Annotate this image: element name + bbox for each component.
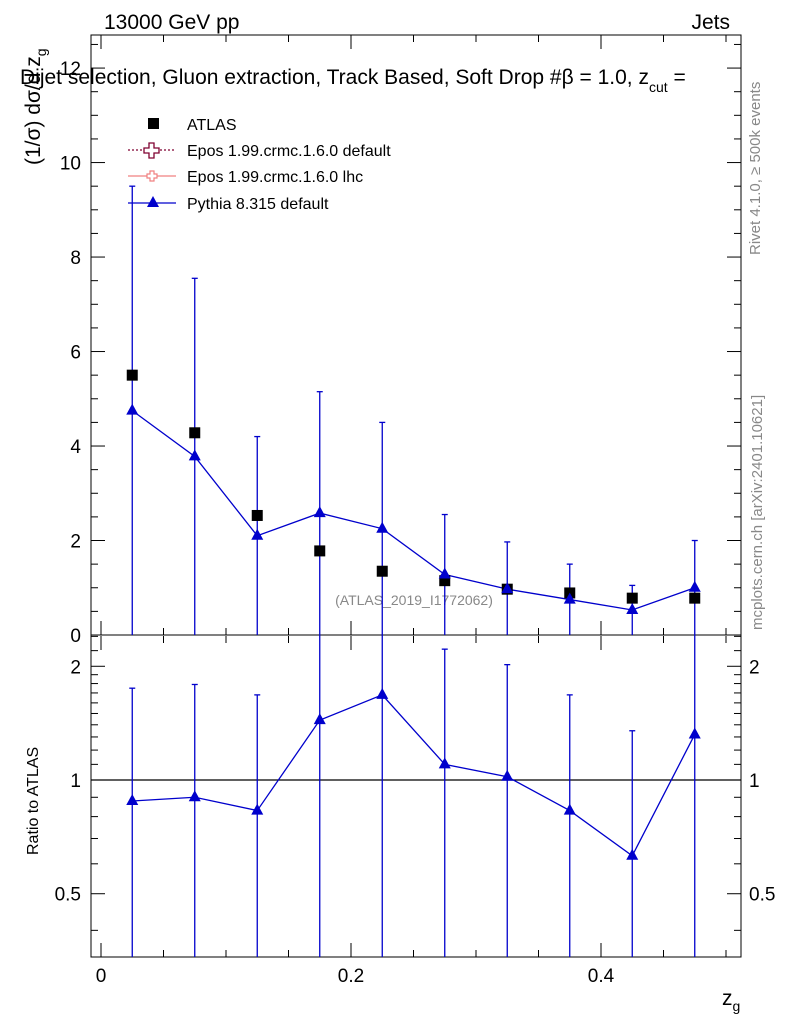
main-ylabel-text: (1/σ) dσ/d z	[22, 56, 45, 165]
ratio-ytick-label: 2	[70, 657, 81, 678]
ratio-pythia-point	[438, 757, 451, 769]
main-markers	[126, 369, 701, 614]
pythia-point	[251, 528, 264, 540]
pythia-point	[626, 602, 639, 614]
legend-pythia-marker	[147, 196, 159, 207]
legend-epos-default-label: Epos 1.99.crmc.1.6.0 default	[187, 143, 391, 160]
legend-epos-lhc-marker	[146, 170, 158, 182]
plot-title-sub: cut	[649, 79, 668, 95]
main-error-bars	[129, 185, 698, 635]
ratio-ytick-label-right: 1	[749, 771, 760, 792]
legend-epos-lhc: Epos 1.99.crmc.1.6.0 lhc	[128, 169, 363, 186]
pythia-point	[313, 506, 326, 518]
legend-epos-lhc-label: Epos 1.99.crmc.1.6.0 lhc	[187, 169, 363, 186]
ratio-pythia-line	[132, 694, 696, 857]
mcplots-label: mcplots.cern.ch [arXiv:2401.10621]	[749, 395, 766, 630]
xlabel: zg	[722, 987, 740, 1014]
xtick-label: 0.2	[338, 966, 364, 987]
ratio-frame	[90, 634, 742, 958]
header-jets: Jets	[691, 11, 730, 34]
legend-pythia-label: Pythia 8.315 default	[187, 196, 329, 213]
pythia-point	[126, 403, 139, 415]
plot-title-main: Dijet selection, Gluon extraction, Track…	[20, 66, 649, 89]
ratio-pythia-point	[563, 803, 576, 815]
pythia-point	[563, 592, 576, 604]
main-ytick-label: 10	[60, 154, 81, 175]
legend-atlas-marker	[148, 118, 159, 129]
ratio-ytick-label-right: 0.5	[749, 885, 775, 906]
ratio-error-bars	[129, 635, 696, 957]
pythia-point	[188, 449, 201, 461]
ratio-ytick-label-right: 2	[749, 657, 760, 678]
legend: ATLAS Epos 1.99.crmc.1.6.0 default Epos …	[128, 117, 391, 213]
xlabel-text: z	[722, 987, 733, 1010]
main-ylabel-sub: g	[33, 48, 49, 56]
legend-epos-default: Epos 1.99.crmc.1.6.0 default	[128, 142, 391, 160]
ratio-pythia-point	[313, 713, 326, 725]
ratio-markers	[126, 687, 701, 860]
xtick-label: 0	[96, 966, 107, 987]
main-ytick-label: 4	[70, 437, 81, 458]
xlabel-sub: g	[733, 998, 741, 1014]
ratio-pythia-point	[251, 803, 264, 815]
main-pythia-line	[131, 410, 695, 611]
ratio-pythia-point	[688, 727, 701, 739]
ratio-pythia-point	[376, 687, 389, 699]
pythia-point	[376, 521, 389, 533]
pythia-point	[501, 582, 514, 594]
xtick-label: 0.4	[588, 966, 615, 987]
atlas-point	[251, 509, 263, 521]
atlas-point	[626, 592, 638, 604]
pythia-point	[688, 580, 701, 592]
main-pythia-polyline	[131, 410, 695, 611]
ratio-ytick-label: 0.5	[55, 885, 81, 906]
rivet-label: Rivet 4.1.0, ≥ 500k events	[747, 82, 764, 255]
ratio-ylabel: Ratio to ATLAS	[25, 747, 42, 855]
atlas-point	[189, 427, 201, 439]
legend-atlas: ATLAS	[148, 117, 237, 134]
analysis-watermark: (ATLAS_2019_I1772062)	[335, 592, 493, 608]
atlas-point	[439, 575, 451, 587]
plot-title: Dijet selection, Gluon extraction, Track…	[20, 66, 686, 95]
header-energy: 13000 GeV pp	[104, 11, 239, 34]
main-ytick-label: 0	[70, 626, 81, 647]
pythia-point	[438, 567, 451, 579]
legend-pythia: Pythia 8.315 default	[128, 196, 329, 213]
plot-title-tail: =	[668, 66, 686, 89]
ratio-ytick-label: 1	[70, 771, 81, 792]
main-ytick-label: 6	[70, 343, 81, 364]
legend-atlas-label: ATLAS	[187, 117, 237, 134]
ratio-pythia-polyline	[132, 694, 696, 857]
atlas-point	[689, 592, 701, 604]
atlas-point	[314, 545, 326, 557]
ratio-pythia-point	[626, 848, 639, 860]
ratio-pythia-point	[501, 769, 514, 781]
main-ytick-label: 2	[70, 532, 81, 553]
ratio-pythia-point	[188, 790, 201, 802]
legend-epos-default-marker	[143, 142, 160, 159]
atlas-point	[376, 565, 388, 577]
main-ytick-label: 8	[70, 248, 81, 269]
ratio-pythia-point	[126, 793, 139, 805]
atlas-point	[126, 369, 138, 381]
main-ytick-label: 12	[60, 59, 81, 80]
main-ylabel: (1/σ) dσ/d zg	[22, 48, 49, 165]
